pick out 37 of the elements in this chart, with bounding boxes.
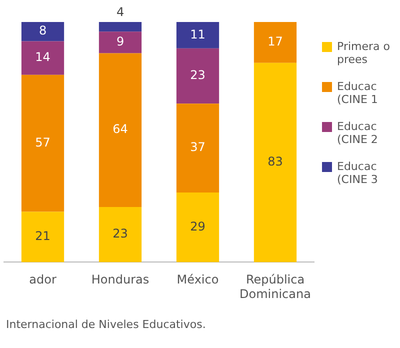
- data-label: 37: [190, 140, 206, 154]
- bar: [98, 22, 142, 32]
- bar: [254, 62, 297, 262]
- bar: [176, 22, 220, 48]
- bar: [21, 22, 64, 42]
- data-label: 11: [190, 27, 206, 42]
- data-label: 57: [35, 135, 50, 150]
- data-label: 17: [268, 34, 283, 49]
- data-label: 83: [268, 154, 283, 169]
- bar: [98, 206, 142, 262]
- bar: [21, 74, 64, 212]
- legend-label: Educac (CINE 2: [337, 120, 379, 146]
- data-label: 21: [35, 229, 50, 244]
- x-tick-label: ador: [29, 272, 56, 287]
- data-label: 23: [112, 226, 128, 241]
- x-tick-label: República Dominicana: [240, 272, 311, 301]
- data-label: 29: [190, 219, 206, 234]
- data-label: 14: [35, 50, 50, 64]
- bar: [176, 192, 220, 262]
- data-label: 8: [38, 24, 47, 38]
- bar: [21, 41, 64, 75]
- data-label: 23: [190, 68, 206, 82]
- x-tick-label: Honduras: [91, 272, 150, 287]
- text: Internacional de Niveles Educativos.: [6, 318, 206, 331]
- data-label: 4: [116, 5, 124, 20]
- data-label: 9: [116, 34, 124, 49]
- legend-label: Educac (CINE 1: [337, 80, 379, 106]
- bar: [98, 53, 142, 207]
- bar: [98, 32, 142, 54]
- bar: [21, 212, 64, 262]
- bar: [176, 104, 220, 193]
- data-label: 64: [112, 122, 128, 136]
- legend-label: Primera o prees: [337, 40, 391, 66]
- bar: [254, 22, 297, 63]
- x-tick-label: México: [176, 272, 219, 287]
- bar: [176, 48, 220, 104]
- legend-label: Educac (CINE 3: [337, 160, 379, 186]
